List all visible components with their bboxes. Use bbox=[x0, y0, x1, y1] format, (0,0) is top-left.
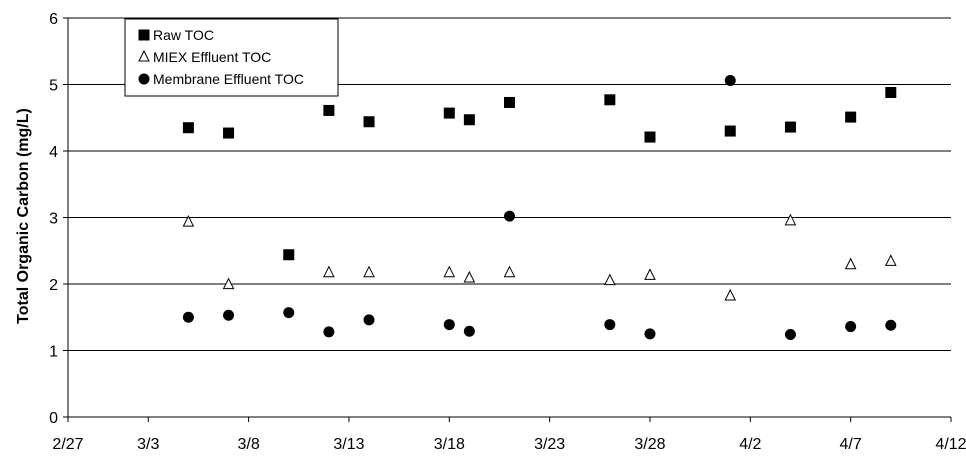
data-point bbox=[604, 94, 616, 106]
y-axis-title: Total Organic Carbon (mg/L) bbox=[15, 108, 32, 324]
legend-marker bbox=[138, 29, 150, 41]
data-point bbox=[644, 328, 656, 340]
x-tick-label: 2/27 bbox=[52, 436, 83, 453]
data-point bbox=[784, 121, 796, 133]
x-tick-label: 3/28 bbox=[634, 436, 665, 453]
x-tick-label: 3/8 bbox=[237, 436, 259, 453]
data-point bbox=[363, 116, 375, 128]
y-tick-label: 2 bbox=[49, 277, 58, 294]
x-tick-label: 3/18 bbox=[434, 436, 465, 453]
data-point bbox=[222, 277, 235, 290]
data-point bbox=[463, 325, 475, 337]
data-point bbox=[644, 131, 656, 143]
y-tick-label: 1 bbox=[49, 344, 58, 361]
data-point bbox=[283, 307, 295, 319]
x-tick-label: 4/7 bbox=[840, 436, 862, 453]
data-point bbox=[784, 329, 796, 341]
legend-marker bbox=[138, 73, 150, 85]
y-tick-label: 5 bbox=[49, 78, 58, 95]
data-point bbox=[845, 321, 857, 333]
legend-label: MIEX Effluent TOC bbox=[153, 49, 271, 65]
data-point bbox=[463, 114, 475, 126]
data-point bbox=[363, 314, 375, 326]
data-point bbox=[504, 210, 515, 222]
series-open-triangle bbox=[182, 213, 897, 301]
data-point bbox=[363, 265, 375, 278]
data-point bbox=[182, 122, 194, 134]
data-point bbox=[884, 254, 897, 266]
data-point bbox=[844, 257, 857, 270]
series-filled-circle bbox=[182, 75, 897, 341]
series-filled-square bbox=[182, 86, 897, 261]
data-point bbox=[885, 86, 897, 98]
data-point bbox=[644, 268, 656, 280]
legend-box bbox=[124, 18, 339, 97]
legend-marker bbox=[138, 49, 150, 62]
y-tick-label: 4 bbox=[49, 144, 58, 161]
data-point bbox=[784, 213, 797, 226]
legend-label: Raw TOC bbox=[153, 27, 214, 43]
x-tick-label: 4/12 bbox=[935, 436, 966, 453]
x-tick-label: 4/2 bbox=[739, 436, 761, 453]
data-point bbox=[724, 125, 736, 137]
data-point bbox=[885, 319, 897, 331]
legend-label: Membrane Effluent TOC bbox=[153, 71, 304, 87]
x-tick-label: 3/13 bbox=[333, 436, 364, 453]
data-point bbox=[223, 127, 235, 139]
tick-labels: 0 1 2 3 4 5 6 2/27 3/3 3/8 3/13 3/18 3/23 3/28 4/2 4/7 4… bbox=[49, 11, 966, 453]
data-point bbox=[504, 96, 515, 108]
data-point bbox=[443, 107, 455, 119]
data-point bbox=[323, 265, 335, 278]
data-point bbox=[604, 273, 616, 286]
data-point bbox=[724, 288, 737, 301]
y-tick-label: 3 bbox=[49, 211, 58, 228]
data-point bbox=[463, 270, 476, 283]
data-point bbox=[323, 104, 335, 116]
data-point bbox=[503, 265, 516, 278]
data-point bbox=[443, 319, 455, 331]
x-tick-label: 3/3 bbox=[137, 436, 159, 453]
axes bbox=[63, 17, 952, 422]
legend: Raw TOC MIEX Effluent TOC Membrane Effluen… bbox=[124, 18, 339, 97]
data-point bbox=[845, 111, 857, 123]
data-point bbox=[223, 309, 235, 321]
data-point bbox=[182, 215, 195, 227]
y-tick-label: 6 bbox=[49, 11, 58, 28]
data-points bbox=[182, 75, 897, 341]
data-point bbox=[724, 75, 736, 87]
x-tick-label: 3/23 bbox=[534, 436, 565, 453]
data-point bbox=[182, 311, 194, 323]
data-point bbox=[283, 249, 295, 261]
y-tick-label: 0 bbox=[49, 410, 58, 427]
data-point bbox=[323, 326, 335, 338]
data-point bbox=[604, 319, 616, 331]
data-point bbox=[443, 265, 456, 278]
